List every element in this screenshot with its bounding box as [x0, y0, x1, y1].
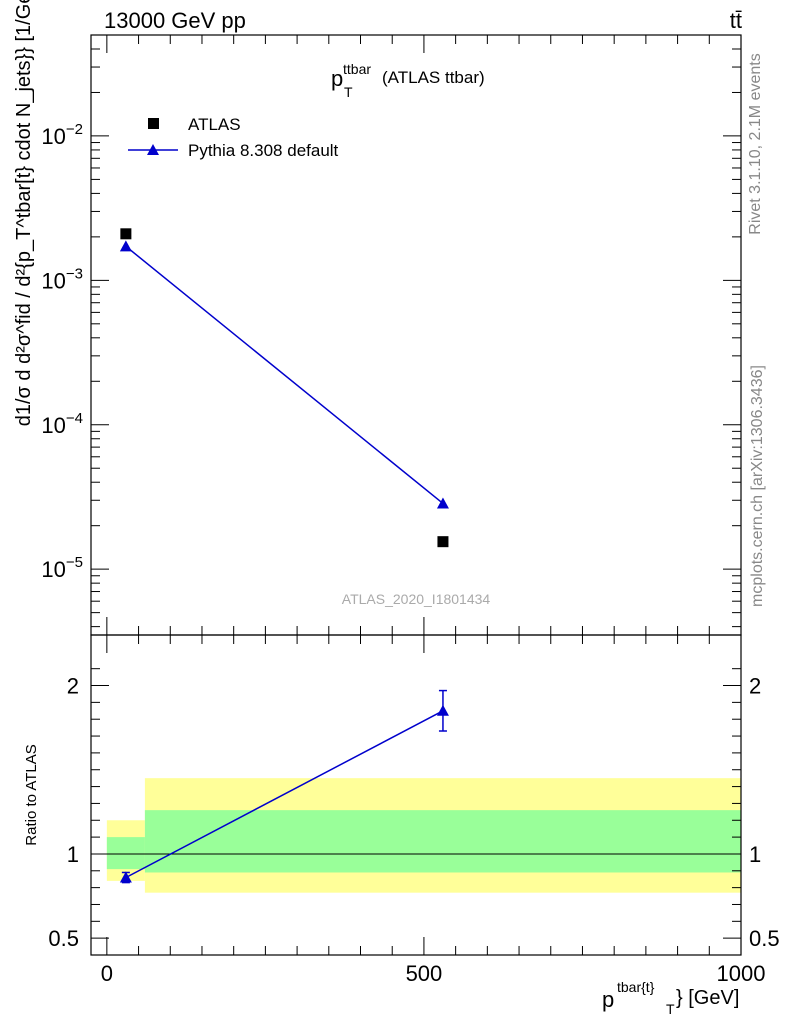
uncertainty-band-inner [106, 837, 145, 870]
header-process: tt̄ [730, 8, 742, 33]
ratio-y-tick-label-right: 1 [749, 842, 761, 867]
x-tick-label: 0 [101, 961, 113, 986]
x-tick-label: 1000 [717, 961, 766, 986]
header-energy: 13000 GeV pp [104, 8, 246, 33]
analysis-watermark: ATLAS_2020_I1801434 [342, 591, 491, 607]
mcplots-label: mcplots.cern.ch [arXiv:1306.3436] [749, 365, 766, 607]
main-panel: 10−5 10−4 10−3 10−2 p ttbar T (ATLAS ttbar)… [13, 0, 742, 636]
main-y-tick-label: 10−2 [41, 121, 83, 149]
ratio-ticks: 0.5 0.5 1 1 2 2 0 500 1000 [48, 635, 780, 986]
main-y-tick-label: 10−4 [41, 410, 83, 438]
pythia-point [119, 240, 132, 252]
ratio-y-tick-label: 2 [67, 674, 79, 699]
main-y-tick-label: 10−3 [41, 265, 83, 293]
atlas-point [120, 228, 132, 240]
atlas-point [437, 536, 449, 548]
ratio-y-tick-label-right: 0.5 [749, 926, 780, 951]
ratio-pythia-point [119, 871, 132, 883]
main-y-ticks: 10−5 10−4 10−3 10−2 [41, 34, 742, 635]
pythia-point [436, 497, 449, 509]
ratio-pythia-point [436, 704, 449, 716]
ratio-panel: 0.5 0.5 1 1 2 2 0 500 1000 Ratio to ATLAS p tbar… [23, 634, 780, 1017]
ratio-y-tick-label-right: 2 [749, 674, 761, 699]
rivet-label: Rivet 3.1.10, 2.1M events [747, 53, 764, 234]
legend-atlas-label: ATLAS [188, 115, 241, 134]
ratio-pythia-line [125, 710, 444, 879]
legend-pythia-label: Pythia 8.308 default [188, 141, 339, 160]
main-title-sup: ttbar [343, 61, 371, 77]
legend: ATLAS Pythia 8.308 default [128, 115, 339, 160]
x-tick-label: 500 [406, 961, 443, 986]
x-label: p [602, 987, 614, 1012]
main-title: p [331, 66, 343, 91]
main-y-tick-label: 10−5 [41, 554, 83, 582]
legend-pythia-marker [147, 144, 159, 155]
x-label-sup: tbar{t} [617, 979, 655, 995]
pythia-line [125, 245, 444, 505]
ratio-plot-area [91, 689, 741, 893]
ratio-y-tick-label: 0.5 [48, 926, 79, 951]
uncertainty-band-inner [144, 810, 741, 873]
ratio-y-tick-label: 1 [67, 842, 79, 867]
x-label-suffix: } [GeV] [676, 987, 739, 1009]
ratio-frame [90, 634, 742, 956]
main-plot-area [119, 228, 449, 548]
main-title-suffix: (ATLAS ttbar) [382, 68, 485, 87]
legend-atlas-marker [148, 118, 159, 129]
main-title-sub: T [344, 84, 353, 100]
ratio-y-label: Ratio to ATLAS [23, 744, 40, 845]
x-label-sub: T [666, 1001, 675, 1017]
main-y-label: d1/σ d d²σ^fid / d²{p_T^tbar[t} cdot N_j… [13, 0, 35, 426]
